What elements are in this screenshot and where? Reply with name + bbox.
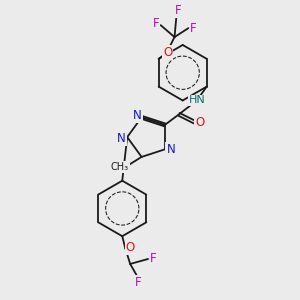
Text: F: F — [175, 4, 182, 17]
Text: O: O — [126, 241, 135, 254]
Text: N: N — [167, 143, 175, 156]
Text: F: F — [135, 276, 141, 289]
Text: F: F — [190, 22, 197, 34]
Text: N: N — [117, 132, 126, 145]
Text: F: F — [152, 17, 159, 30]
Text: O: O — [163, 46, 172, 59]
Text: HN: HN — [188, 95, 205, 106]
Text: F: F — [150, 253, 156, 266]
Text: CH₃: CH₃ — [111, 162, 129, 172]
Text: N: N — [133, 109, 142, 122]
Text: O: O — [195, 116, 204, 129]
